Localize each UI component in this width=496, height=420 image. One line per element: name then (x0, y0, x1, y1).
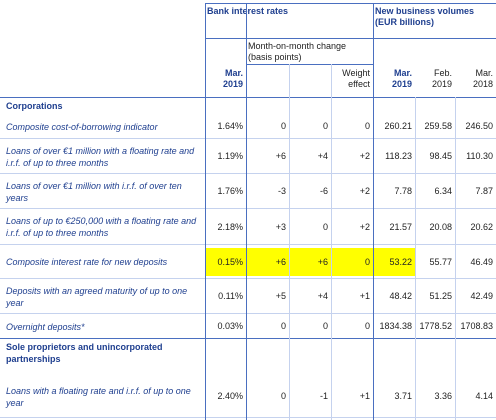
cell: +2 (359, 222, 370, 232)
cell: 260.21 (384, 121, 412, 131)
cell: 0.03% (217, 321, 243, 331)
row-rule (0, 244, 496, 245)
cell: 48.42 (389, 291, 412, 301)
row-rule (0, 278, 496, 279)
column-rule (246, 3, 247, 420)
column-rule (373, 3, 374, 420)
cell: 6.34 (434, 186, 452, 196)
cell: 1708.83 (460, 321, 493, 331)
row-label: Loans of over €1 million with i.r.f. of … (6, 180, 182, 203)
cell: +4 (317, 291, 328, 301)
cell: 20.08 (429, 222, 452, 232)
cell: 0 (280, 321, 286, 331)
cell: 20.62 (470, 222, 493, 232)
cell: 3.71 (394, 391, 412, 401)
rule (0, 97, 496, 98)
cell: 0 (364, 121, 370, 131)
cell: 0 (280, 391, 286, 401)
group-header: New business volumes (EUR billions) (375, 6, 475, 27)
rule (205, 38, 496, 39)
row-label: Overnight deposits* (6, 321, 85, 332)
group-header: Bank interest rates (207, 6, 289, 16)
cell: +1 (359, 391, 370, 401)
cell: +4 (317, 151, 328, 161)
cell: 0.11% (218, 291, 243, 301)
cell: 2.40% (217, 391, 243, 401)
cell: 1.64% (217, 121, 243, 131)
column-header: Mar. 2018 (472, 68, 493, 89)
cell: 246.50 (465, 121, 493, 131)
cell: 0 (280, 121, 286, 131)
row-label: Loans with a floating rate and i.r.f. of… (6, 385, 191, 408)
cell: 21.57 (389, 222, 412, 232)
cell: 55.77 (429, 257, 452, 267)
cell: 1.19% (217, 151, 243, 161)
cell: 110.30 (466, 151, 493, 161)
cell: +5 (275, 291, 286, 301)
column-header: Mar. 2019 (391, 68, 412, 89)
column-rule (205, 3, 206, 420)
cell: +6 (317, 257, 328, 267)
cell: +3 (275, 222, 286, 232)
row-label: Deposits with an agreed maturity of up t… (6, 285, 188, 308)
rule (205, 3, 496, 4)
row-rule (0, 173, 496, 174)
cell: 46.49 (470, 257, 493, 267)
column-rule (415, 97, 416, 420)
cell: 51.25 (429, 291, 452, 301)
cell: 2.18% (217, 222, 243, 232)
cell: -6 (319, 186, 328, 196)
column-header: Weight effect (342, 68, 370, 89)
cell: 0 (364, 257, 370, 267)
row-label: Loans of up to €250,000 with a floating … (6, 216, 197, 238)
column-rule (455, 97, 456, 420)
cell: 259.58 (424, 121, 452, 131)
cell: 4.14 (475, 391, 493, 401)
row-rule (0, 417, 496, 418)
section-title: Corporations (6, 101, 63, 111)
column-header: Feb. 2019 (431, 68, 452, 89)
row-rule (0, 313, 496, 314)
cell: 53.22 (389, 257, 412, 267)
column-rule (289, 64, 290, 420)
row-label: Loans of over €1 million with a floating… (6, 145, 195, 168)
cell: +6 (275, 151, 286, 161)
cell: 1.76% (217, 186, 243, 196)
row-rule (0, 208, 496, 209)
cell: +2 (359, 151, 370, 161)
cell: 1834.38 (379, 321, 412, 331)
cell: 1778.52 (419, 321, 452, 331)
rule (0, 338, 496, 339)
cell: 7.87 (475, 186, 493, 196)
rule (246, 64, 373, 65)
column-rule (331, 64, 332, 420)
cell: 0.15% (217, 257, 243, 267)
row-rule (0, 138, 496, 139)
cell: 42.49 (470, 291, 493, 301)
cell: 118.23 (385, 151, 412, 161)
cell: -1 (319, 391, 328, 401)
row-label: Composite interest rate for new deposits (6, 257, 168, 267)
cell: 0 (322, 121, 328, 131)
cell: -3 (277, 186, 286, 196)
cell: 0 (322, 321, 328, 331)
column-header: Mar. 2019 (222, 68, 243, 89)
section-title: Sole proprietors and unincorporated part… (6, 342, 163, 364)
cell: +2 (359, 186, 370, 196)
cell: 3.36 (434, 391, 452, 401)
highlight (206, 248, 415, 276)
cell: 7.78 (394, 186, 412, 196)
cell: 0 (322, 222, 328, 232)
row-label: Composite cost-of-borrowing indicator (6, 121, 158, 132)
cell: 98.45 (429, 151, 452, 161)
cell: 0 (364, 321, 370, 331)
cell: +1 (359, 291, 370, 301)
cell: +6 (275, 257, 286, 267)
subgroup-header: Month-on-month change (basis points) (248, 41, 347, 62)
